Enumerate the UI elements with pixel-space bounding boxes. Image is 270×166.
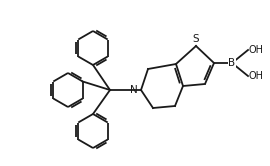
Text: OH: OH [249, 71, 264, 81]
Text: N: N [130, 85, 138, 95]
Text: B: B [228, 58, 235, 68]
Text: S: S [193, 34, 199, 44]
Text: OH: OH [249, 45, 264, 55]
